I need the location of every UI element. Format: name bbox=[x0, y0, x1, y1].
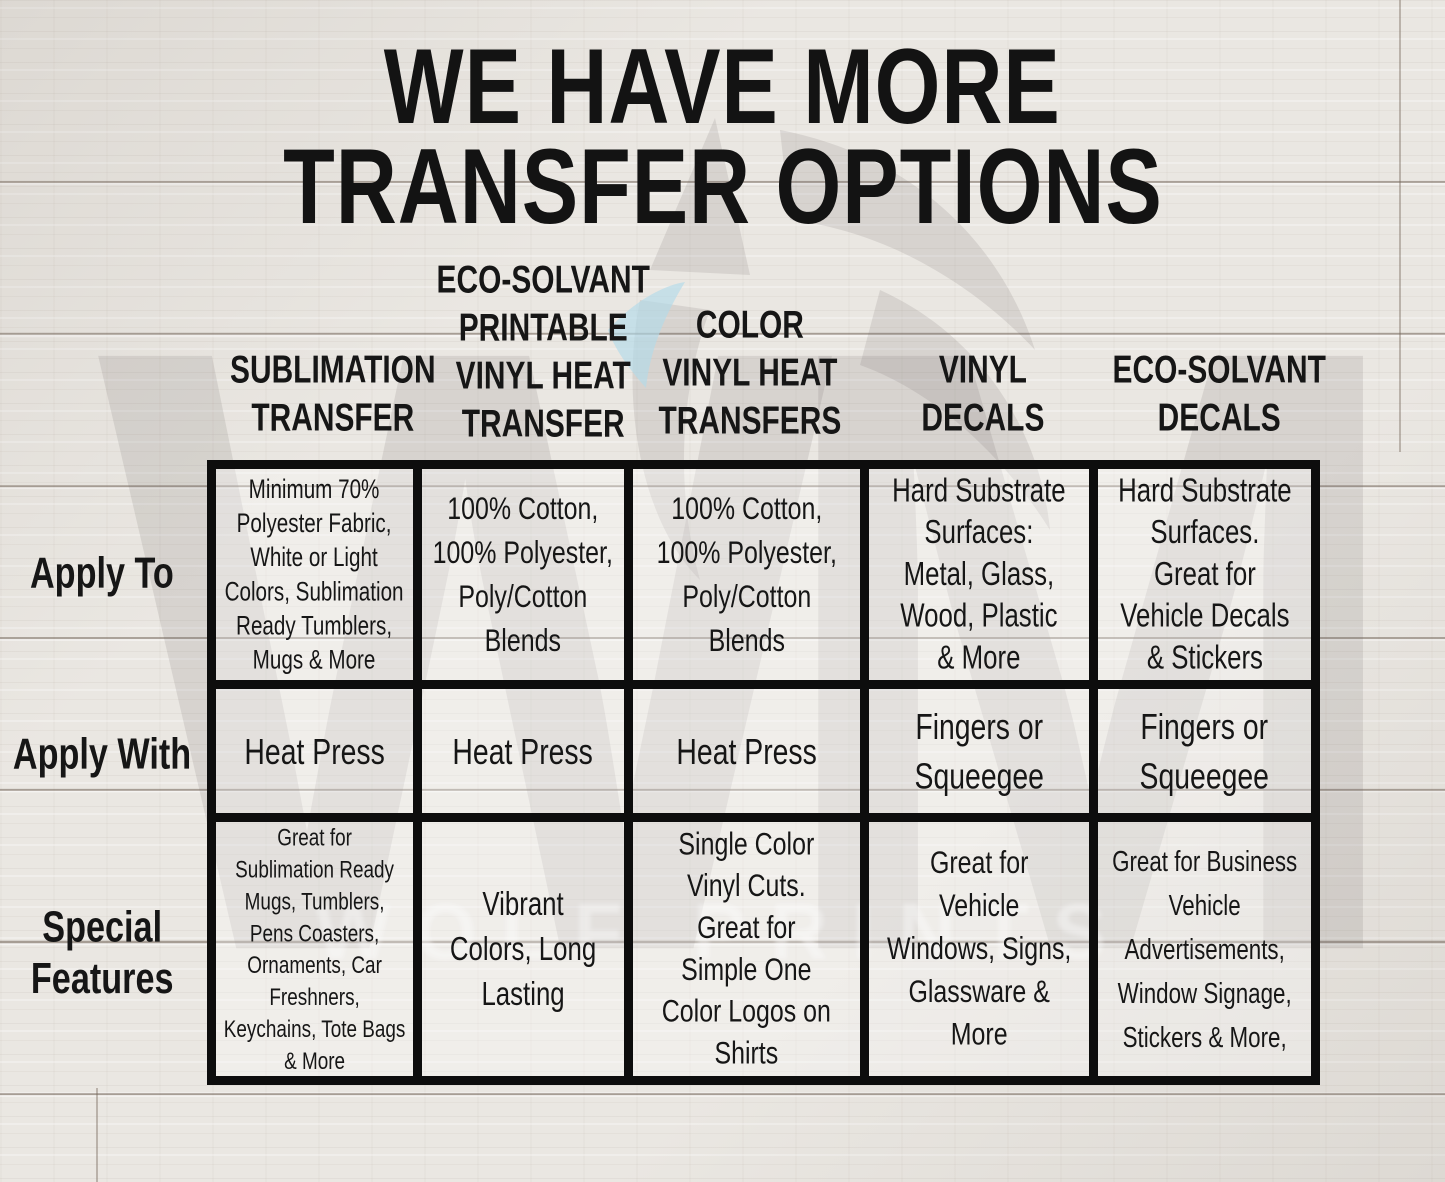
cell-apply-to-eco-solvant-printable: 100% Cotton, 100% Polyester, Poly/Cotton… bbox=[422, 469, 633, 689]
wood-seam bbox=[96, 1088, 98, 1182]
column-header-color-vinyl-heat-transfers: COLOR VINYL HEAT TRANSFERS bbox=[658, 303, 842, 443]
cell-apply-with-eco-solvant-printable: Heat Press bbox=[422, 689, 633, 822]
cell-apply-to-eco-solvant-decals: Hard Substrate Surfaces. Great for Vehic… bbox=[1098, 469, 1311, 689]
brand-letters-watermark: WM bbox=[96, 169, 1415, 1131]
cell-apply-with-eco-solvant-decals: Fingers or Squeegee bbox=[1098, 689, 1311, 822]
cell-apply-to-color-vinyl: 100% Cotton, 100% Polyester, Poly/Cotton… bbox=[633, 469, 869, 689]
column-header-vinyl-decals: VINYL DECALS bbox=[920, 348, 1045, 440]
cell-apply-to-vinyl-decals: Hard Substrate Surfaces: Metal, Glass, W… bbox=[869, 469, 1098, 689]
brand-print-watermark: WOLF PRINTS bbox=[314, 887, 1131, 976]
column-header-sublimation-transfer: SUBLIMATION TRANSFER bbox=[230, 348, 436, 440]
page-title: WE HAVE MORE TRANSFER OPTIONS bbox=[0, 26, 1445, 246]
row-label-special-features: Special Features bbox=[30, 902, 174, 1003]
wood-seam bbox=[1399, 0, 1401, 452]
row-label-apply-with: Apply With bbox=[12, 730, 192, 780]
cell-special-features-color-vinyl: Single Color Vinyl Cuts. Great for Simpl… bbox=[633, 822, 869, 1076]
column-header-eco-solvant-printable-vinyl-heat-transfer: ECO-SOLVANT PRINTABLE VINYL HEAT TRANSFE… bbox=[436, 258, 650, 446]
comparison-table: Minimum 70% Polyester Fabric, White or L… bbox=[207, 460, 1320, 1085]
cell-apply-with-vinyl-decals: Fingers or Squeegee bbox=[869, 689, 1098, 822]
title-line-2: TRANSFER OPTIONS bbox=[282, 126, 1163, 246]
cell-apply-with-color-vinyl: Heat Press bbox=[633, 689, 869, 822]
cell-special-features-eco-solvant-printable: Vibrant Colors, Long Lasting bbox=[422, 822, 633, 1076]
column-headers: SUBLIMATION TRANSFER ECO-SOLVANT PRINTAB… bbox=[207, 0, 1326, 452]
column-header-eco-solvant-decals: ECO-SOLVANT DECALS bbox=[1112, 348, 1326, 440]
cell-special-features-sublimation: Great for Sublimation Ready Mugs, Tumble… bbox=[216, 822, 422, 1076]
cell-apply-to-sublimation: Minimum 70% Polyester Fabric, White or L… bbox=[216, 469, 422, 689]
wolf-watermark-icon bbox=[608, 118, 1050, 580]
cell-apply-with-sublimation: Heat Press bbox=[216, 689, 422, 822]
row-label-apply-to: Apply To bbox=[30, 549, 174, 599]
cell-special-features-vinyl-decals: Great for Vehicle Windows, Signs, Glassw… bbox=[869, 822, 1098, 1076]
cell-special-features-eco-solvant-decals: Great for Business Vehicle Advertisement… bbox=[1098, 822, 1311, 1076]
title-line-1: WE HAVE MORE bbox=[384, 25, 1061, 146]
